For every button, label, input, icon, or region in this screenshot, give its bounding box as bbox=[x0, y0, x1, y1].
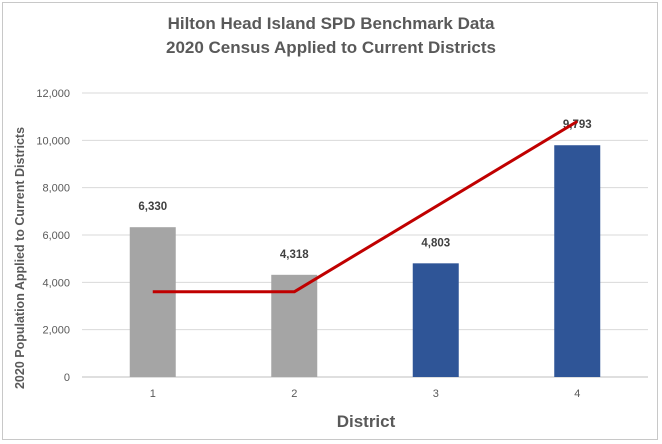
chart-title: Hilton Head Island SPD Benchmark Data 20… bbox=[0, 12, 662, 60]
bar-district-1 bbox=[129, 227, 176, 377]
data-label: 4,803 bbox=[421, 237, 450, 249]
benchmark-line-group bbox=[152, 120, 579, 294]
y-axis-tick-labels: 0 2,000 4,000 6,000 8,000 10,000 12,000 bbox=[36, 88, 70, 384]
chart-frame bbox=[2, 2, 658, 440]
y-tick-label: 4,000 bbox=[42, 277, 70, 289]
data-label: 4,318 bbox=[280, 249, 309, 261]
bar-district-4 bbox=[554, 145, 601, 377]
data-label: 6,330 bbox=[138, 201, 167, 213]
y-tick-label: 12,000 bbox=[36, 88, 70, 100]
x-tick-label: 1 bbox=[150, 388, 156, 400]
x-tick-label: 2 bbox=[291, 388, 297, 400]
bars bbox=[129, 145, 601, 377]
gridlines bbox=[82, 92, 648, 378]
data-label: 9,793 bbox=[563, 119, 592, 131]
chart-title-line-2: 2020 Census Applied to Current Districts bbox=[165, 38, 496, 57]
y-tick-label: 2,000 bbox=[42, 325, 70, 337]
x-tick-label: 4 bbox=[574, 388, 580, 400]
y-tick-label: 8,000 bbox=[42, 183, 70, 195]
y-axis-title: 2020 Population Applied to Current Distr… bbox=[13, 127, 27, 389]
x-tick-label: 3 bbox=[433, 388, 439, 400]
y-tick-label: 0 bbox=[64, 372, 70, 384]
data-labels: 6,330 4,318 4,803 9,793 bbox=[138, 119, 591, 261]
y-tick-label: 10,000 bbox=[36, 135, 70, 147]
benchmark-line bbox=[152, 120, 579, 294]
x-axis-title: District bbox=[337, 412, 396, 431]
bar-district-3 bbox=[412, 263, 459, 377]
y-tick-label: 6,000 bbox=[42, 230, 70, 242]
x-axis-tick-labels: 1 2 3 4 bbox=[150, 388, 581, 400]
chart-title-line-1: Hilton Head Island SPD Benchmark Data bbox=[167, 14, 495, 33]
